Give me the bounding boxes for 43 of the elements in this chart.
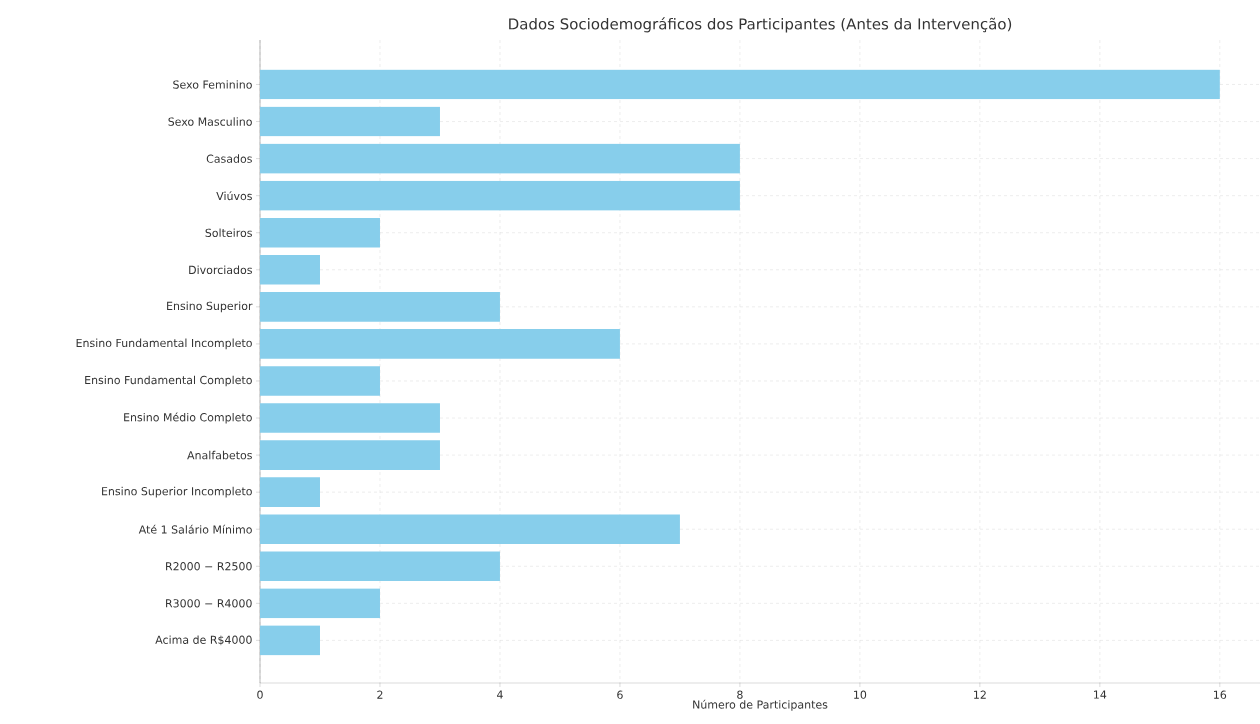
y-tick-label: Ensino Fundamental Incompleto: [76, 338, 252, 350]
y-tick-label: Sexo Masculino: [168, 117, 252, 126]
bar: [260, 625, 320, 656]
y-tick-label: Solteiros: [205, 228, 252, 237]
y-tick-label: Ensino Superior: [167, 301, 253, 313]
bar: [260, 106, 440, 137]
bar: [260, 588, 380, 619]
y-tick-label: R3000 − R4000: [166, 599, 252, 608]
y-tick-label: Ensino Médio Completo: [124, 412, 252, 424]
x-tick-label: 8: [737, 690, 743, 699]
bar: [260, 514, 680, 545]
bar: [260, 551, 500, 582]
x-tick-label: 16: [1214, 690, 1227, 699]
bar: [260, 366, 380, 396]
bar: [260, 292, 500, 322]
x-tick-label: 10: [854, 690, 867, 699]
bar: [260, 477, 320, 507]
bar: [260, 69, 1220, 100]
x-tick-label: 12: [974, 690, 986, 699]
bar: [260, 180, 740, 211]
x-tick-label: 0: [257, 690, 263, 699]
y-tick-label: Viúvos: [216, 191, 252, 201]
bar: [260, 440, 440, 470]
bar: [260, 329, 620, 359]
y-tick-label: Casados: [206, 154, 252, 163]
x-axis-title: Número de Participantes: [693, 699, 828, 711]
x-tick-label: 4: [496, 690, 503, 699]
y-tick-label: Acima de R$4000: [155, 635, 252, 646]
x-tick-label: 14: [1094, 690, 1107, 699]
x-tick-label: 2: [377, 690, 383, 699]
x-tick-label: 6: [617, 690, 623, 699]
y-tick-label: Ensino Fundamental Completo: [85, 375, 252, 387]
y-tick-label: Analfabetos: [187, 450, 252, 460]
y-tick-label: Sexo Feminino: [173, 80, 252, 89]
y-tick-label: Até 1 Salário Mínimo: [138, 524, 252, 534]
y-tick-label: Ensino Superior Incompleto: [102, 486, 252, 498]
bar: [260, 254, 320, 285]
y-tick-label: R2000 − R2500: [166, 562, 252, 571]
bar: [260, 403, 440, 433]
bar: [260, 217, 380, 248]
bar: [260, 143, 740, 174]
y-tick-label: Divorciados: [189, 265, 252, 275]
chart-title: Dados Sociodemográficos dos Participantes (Antes da Intervenção): [509, 17, 1012, 33]
